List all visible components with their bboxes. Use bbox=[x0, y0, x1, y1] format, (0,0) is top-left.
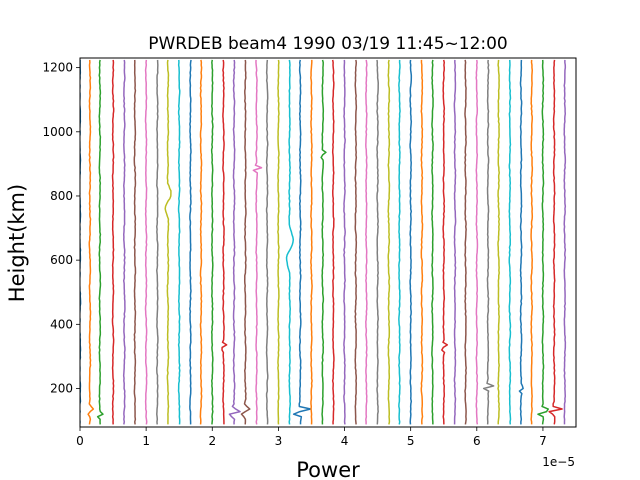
profile-line bbox=[122, 59, 126, 425]
axes-frame bbox=[79, 57, 577, 428]
profile-line bbox=[156, 59, 159, 425]
profile-line bbox=[144, 59, 148, 425]
profile-line bbox=[292, 59, 312, 425]
profile-line bbox=[464, 59, 467, 425]
profile-line bbox=[398, 59, 401, 425]
profile-line bbox=[331, 59, 335, 425]
profile-line bbox=[96, 59, 104, 425]
profile-line bbox=[518, 59, 524, 425]
profile-line bbox=[310, 59, 313, 425]
y-tick-label: 400 bbox=[50, 317, 73, 331]
x-tick-label: 2 bbox=[208, 434, 216, 448]
profile-line bbox=[111, 59, 115, 425]
y-tick-label: 800 bbox=[50, 189, 73, 203]
profile-line bbox=[497, 59, 500, 425]
profile-line bbox=[475, 59, 479, 425]
profile-line bbox=[240, 59, 251, 425]
x-tick-label: 3 bbox=[275, 434, 283, 448]
chart-title: PWRDEB beam4 1990 03/19 11:45~12:00 bbox=[148, 34, 508, 54]
plot-area bbox=[80, 59, 567, 425]
x-tick-label: 0 bbox=[76, 434, 84, 448]
x-axis-offset-label: 1e−5 bbox=[542, 455, 575, 469]
profile-line bbox=[530, 59, 534, 425]
profile-line bbox=[210, 59, 214, 425]
x-tick-label: 6 bbox=[473, 434, 481, 448]
profile-line bbox=[164, 59, 172, 425]
profile-line bbox=[87, 59, 95, 425]
y-tick-label: 200 bbox=[50, 381, 73, 395]
profile-line bbox=[537, 59, 549, 425]
profile-line bbox=[376, 59, 379, 425]
x-tick-label: 4 bbox=[341, 434, 349, 448]
profile-line bbox=[228, 59, 241, 425]
profile-line bbox=[285, 59, 295, 425]
profile-line bbox=[453, 59, 457, 425]
y-axis: 200 400 600 800 1000 1200 bbox=[42, 61, 80, 395]
profile-line bbox=[343, 59, 346, 425]
profile-line bbox=[320, 59, 327, 425]
y-tick-label: 1200 bbox=[42, 61, 73, 75]
x-axis: 0 1 2 3 4 5 6 7 bbox=[76, 427, 547, 448]
profile-line bbox=[177, 59, 181, 425]
profile-line bbox=[189, 59, 192, 425]
profile-line bbox=[354, 59, 358, 425]
profile-line bbox=[265, 59, 269, 425]
profile-line bbox=[548, 59, 563, 425]
y-tick-label: 600 bbox=[50, 253, 73, 267]
profile-line bbox=[365, 59, 368, 425]
profile-line bbox=[221, 59, 228, 425]
profile-line bbox=[387, 59, 391, 425]
profile-line bbox=[133, 59, 137, 425]
profile-line bbox=[252, 59, 263, 425]
profile-line bbox=[420, 59, 424, 425]
profile-line bbox=[563, 59, 567, 425]
profile-line bbox=[431, 59, 434, 425]
profile-line bbox=[508, 59, 512, 425]
profile-line bbox=[199, 59, 203, 425]
profile-line bbox=[277, 59, 280, 425]
y-tick-label: 1000 bbox=[42, 125, 73, 139]
x-tick-label: 1 bbox=[142, 434, 150, 448]
y-axis-label: Height(km) bbox=[5, 184, 29, 302]
x-axis-label: Power bbox=[296, 458, 360, 480]
x-tick-label: 7 bbox=[539, 434, 547, 448]
x-tick-label: 5 bbox=[407, 434, 415, 448]
profile-line bbox=[441, 59, 449, 425]
profile-line bbox=[482, 59, 495, 425]
profile-line bbox=[409, 59, 413, 425]
